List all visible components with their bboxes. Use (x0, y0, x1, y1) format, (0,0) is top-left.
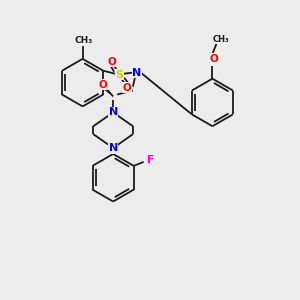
Text: O: O (99, 80, 108, 90)
Text: O: O (123, 82, 131, 93)
Text: N: N (109, 143, 118, 153)
Text: CH₃: CH₃ (74, 35, 93, 44)
Text: N: N (109, 107, 118, 117)
Text: F: F (147, 155, 154, 165)
Text: S: S (115, 70, 123, 80)
Text: O: O (108, 57, 116, 67)
Text: N: N (132, 68, 142, 78)
Text: CH₃: CH₃ (213, 34, 230, 43)
Text: O: O (209, 54, 218, 64)
